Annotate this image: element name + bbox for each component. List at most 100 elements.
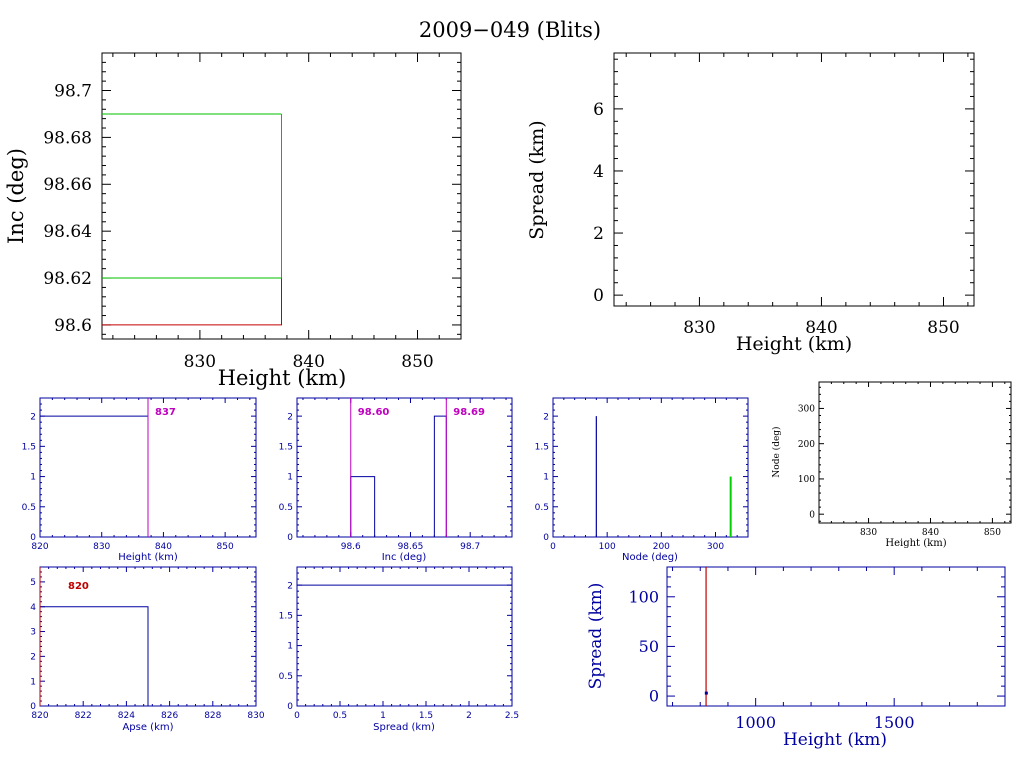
y-tick-label: 0 bbox=[287, 533, 293, 543]
y-tick-label: 1.5 bbox=[279, 442, 293, 452]
y-tick-label: 2 bbox=[287, 412, 293, 422]
panel-spread-height-wide: 1000 1500 0 50 100 Height (km) Spread (km) bbox=[586, 566, 1006, 750]
data-line bbox=[102, 113, 282, 279]
x-tick-label: 830 bbox=[247, 711, 264, 721]
panel-hist-height: 820 830 840 850 0 0.5 1 1.5 2 Height (km) 837 bbox=[22, 397, 257, 563]
x-axis-label: Height (km) bbox=[783, 730, 887, 750]
panel-hist-inc: 98.6 98.65 98.7 0 0.5 1 1.5 2 Inc (deg) 98.60 98.6… bbox=[279, 397, 513, 563]
x-tick-label: 830 bbox=[860, 528, 877, 538]
x-tick-label: 98.65 bbox=[398, 542, 424, 552]
x-tick-label: 824 bbox=[118, 711, 135, 721]
panel-hist-node: 0 100 200 300 0 0.5 1 1.5 2 Node (deg) bbox=[535, 397, 749, 563]
x-tick-label: 820 bbox=[31, 542, 48, 552]
x-tick-label: 0 bbox=[550, 542, 556, 552]
y-tick-label: 0 bbox=[543, 533, 549, 543]
y-tick-label: 2 bbox=[30, 412, 36, 422]
x-tick-label: 830 bbox=[184, 352, 216, 372]
y-tick-label: 200 bbox=[798, 440, 815, 450]
panel-spread-height: 830 840 850 0 2 4 6 Height (km) Spread (km) bbox=[526, 52, 975, 355]
x-tick-label: 822 bbox=[75, 711, 92, 721]
y-tick-label: 100 bbox=[798, 475, 815, 485]
y-axis-label: Inc (deg) bbox=[4, 148, 28, 244]
x-tick-label: 830 bbox=[93, 542, 110, 552]
y-tick-label: 0 bbox=[649, 687, 659, 706]
x-tick-label: 0 bbox=[294, 711, 300, 721]
x-axis-label: Height (km) bbox=[118, 552, 178, 563]
x-tick-label: 1500 bbox=[874, 713, 915, 732]
y-tick-label: 2 bbox=[287, 581, 293, 591]
x-axis-label: Height (km) bbox=[218, 366, 347, 390]
x-tick-label: 2 bbox=[466, 711, 472, 721]
y-tick-label: 98.62 bbox=[43, 269, 92, 289]
figure-title: 2009−049 (Blits) bbox=[419, 18, 601, 42]
y-tick-label: 0 bbox=[30, 533, 36, 543]
x-tick-label: 1.5 bbox=[419, 711, 433, 721]
panel-inc-height: 830 840 850 98.6 98.62 98.64 98.66 98.68 98.7 Hei… bbox=[4, 52, 462, 390]
x-tick-label: 850 bbox=[217, 542, 234, 552]
y-tick-label: 0 bbox=[30, 702, 36, 712]
x-tick-label: 840 bbox=[292, 352, 324, 372]
y-tick-label: 100 bbox=[628, 587, 659, 606]
panel-hist-spread: 0 0.5 1 1.5 2 2.5 0 0.5 1 1.5 2 Spread (km) bbox=[279, 566, 519, 733]
panel-hist-apse: 820 822 824 826 828 830 0 1 2 3 4 5 Apse (km) 820 bbox=[30, 566, 265, 733]
x-tick-label: 820 bbox=[31, 711, 48, 721]
y-tick-label: 2 bbox=[543, 412, 549, 422]
y-tick-label: 1 bbox=[30, 677, 36, 687]
x-axis-label: Inc (deg) bbox=[382, 552, 427, 563]
x-tick-label: 840 bbox=[805, 318, 837, 338]
x-tick-label: 826 bbox=[161, 711, 178, 721]
y-tick-label: 1.5 bbox=[535, 442, 549, 452]
x-tick-label: 100 bbox=[599, 542, 616, 552]
y-tick-label: 1.5 bbox=[22, 442, 36, 452]
y-tick-label: 1 bbox=[30, 473, 36, 483]
y-tick-label: 98.7 bbox=[54, 81, 92, 101]
y-tick-label: 98.66 bbox=[43, 175, 92, 195]
x-tick-label: 850 bbox=[927, 318, 959, 338]
y-tick-label: 0.5 bbox=[22, 503, 36, 513]
marker-label: 820 bbox=[68, 581, 89, 592]
y-tick-label: 1.5 bbox=[279, 611, 293, 621]
x-tick-label: 840 bbox=[922, 528, 939, 538]
y-tick-label: 0 bbox=[287, 702, 293, 712]
x-axis-label: Apse (km) bbox=[122, 722, 173, 733]
x-tick-label: 830 bbox=[683, 318, 715, 338]
histogram-bar bbox=[350, 476, 376, 537]
plot-frame bbox=[101, 52, 462, 340]
x-axis-label: Height (km) bbox=[736, 333, 852, 355]
histogram-bar bbox=[433, 415, 447, 537]
y-tick-label: 6 bbox=[593, 100, 604, 120]
x-tick-label: 1 bbox=[380, 711, 386, 721]
data-line bbox=[102, 277, 282, 326]
y-tick-label: 0.5 bbox=[279, 672, 293, 682]
x-tick-label: 0.5 bbox=[333, 711, 347, 721]
x-tick-label: 200 bbox=[653, 542, 670, 552]
x-tick-label: 850 bbox=[401, 352, 433, 372]
plot-frame bbox=[296, 566, 513, 707]
plot-frame bbox=[666, 566, 1006, 707]
x-tick-label: 840 bbox=[155, 542, 172, 552]
marker-label: 837 bbox=[155, 407, 176, 418]
marker-label: 98.60 bbox=[358, 407, 390, 418]
y-axis-label: Spread (km) bbox=[586, 583, 606, 690]
y-tick-label: 1 bbox=[543, 473, 549, 483]
plot-frame bbox=[818, 381, 1012, 524]
y-axis-label: Node (deg) bbox=[771, 426, 782, 477]
y-tick-label: 4 bbox=[30, 603, 36, 613]
x-tick-label: 98.7 bbox=[460, 542, 480, 552]
plot-frame bbox=[296, 397, 513, 538]
histogram-bar bbox=[296, 584, 513, 706]
y-tick-label: 2 bbox=[593, 224, 604, 244]
y-tick-label: 4 bbox=[593, 162, 604, 182]
y-tick-label: 0 bbox=[593, 286, 604, 306]
x-tick-label: 850 bbox=[984, 528, 1001, 538]
x-tick-label: 1000 bbox=[735, 713, 776, 732]
y-tick-label: 0.5 bbox=[535, 503, 549, 513]
y-tick-label: 0.5 bbox=[279, 503, 293, 513]
y-tick-label: 98.6 bbox=[54, 316, 92, 336]
x-tick-label: 828 bbox=[204, 711, 221, 721]
y-tick-label: 98.68 bbox=[43, 128, 92, 148]
x-tick-label: 98.6 bbox=[341, 542, 361, 552]
panel-node-height: 830 840 850 0 100 200 300 Height (km) Node (deg) bbox=[771, 381, 1012, 549]
